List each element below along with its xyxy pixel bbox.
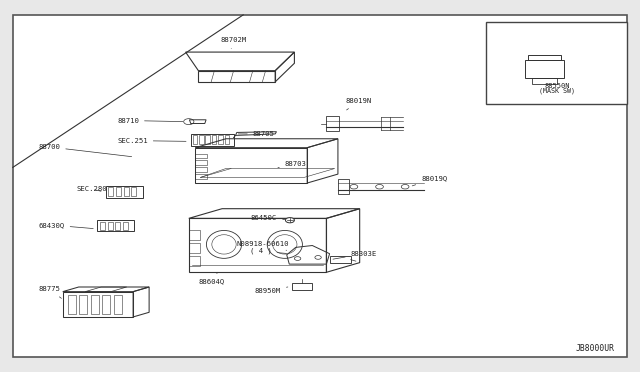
Text: 88303E: 88303E	[333, 251, 377, 259]
Text: JB8000UR: JB8000UR	[575, 344, 614, 353]
Text: 88604Q: 88604Q	[198, 272, 225, 285]
Text: 88710: 88710	[117, 118, 183, 124]
Text: N08918-60610: N08918-60610	[237, 241, 289, 250]
Text: 86450C: 86450C	[251, 215, 285, 221]
Text: 88703: 88703	[278, 161, 307, 168]
Text: 88775: 88775	[38, 286, 61, 298]
Text: 88550N: 88550N	[544, 83, 570, 89]
Text: 68430Q: 68430Q	[38, 222, 93, 228]
Text: SEC.251: SEC.251	[117, 138, 186, 144]
Text: (MASK SW): (MASK SW)	[539, 87, 575, 94]
Text: SEC.280: SEC.280	[77, 186, 108, 192]
Circle shape	[315, 256, 321, 259]
Text: 88019N: 88019N	[346, 98, 372, 110]
Text: ( 4 ): ( 4 )	[250, 248, 287, 254]
Text: 88705: 88705	[238, 131, 275, 137]
Circle shape	[285, 218, 294, 223]
Circle shape	[294, 257, 301, 260]
Text: 88700: 88700	[38, 144, 132, 157]
Text: 88950M: 88950M	[255, 287, 288, 294]
Bar	[486, 22, 627, 104]
Text: 88702M: 88702M	[221, 37, 247, 49]
Text: 88019Q: 88019Q	[412, 176, 447, 186]
